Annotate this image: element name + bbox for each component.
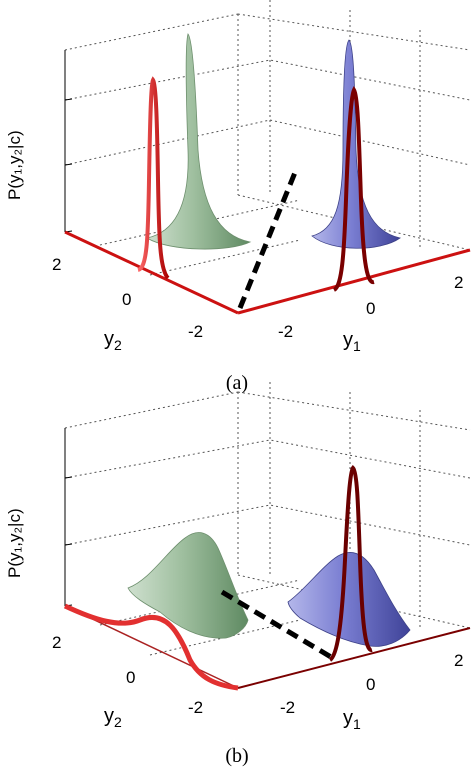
panel-a-z-label: P(y₁,y₂|c) — [5, 130, 24, 200]
panel-a-decision-boundary — [237, 169, 299, 309]
panel-b: 2 0 -2 -2 0 2 y2 y1 P(y₁,y₂|c) (b) — [5, 382, 471, 767]
panel-b-y2-tick-2: 0 — [126, 668, 135, 687]
panel-b-caption: (b) — [225, 745, 248, 767]
panel-a-y2-marginal-peak — [137, 76, 170, 280]
panel-b-class2-surface — [287, 552, 411, 647]
panel-a-y1-tick-1: -2 — [278, 322, 293, 341]
panel-b-y2-tick-1: 2 — [52, 633, 61, 652]
panel-a-y1-tick-3: 2 — [454, 273, 463, 292]
panel-a-class2-surface — [311, 39, 401, 249]
panel-b-y2-tick-3: -2 — [188, 698, 203, 717]
panel-b-y2-label: y2 — [104, 705, 122, 730]
panel-a-y2-tick-3: -2 — [188, 322, 203, 341]
panel-a-class1-surface — [145, 33, 252, 250]
panel-a-y1-marginal-floor — [237, 248, 471, 315]
panel-a-caption: (a) — [226, 372, 248, 394]
panel-a-y2-tick-1: 2 — [52, 255, 61, 274]
panel-b-y1-tick-2: 0 — [366, 675, 375, 694]
panel-a-y1-marginal-peak — [332, 86, 375, 292]
panel-b-y1-label: y1 — [343, 707, 361, 732]
panel-a-y2-label: y2 — [104, 328, 122, 353]
panel-b-y1-marginal-peak — [328, 464, 373, 662]
panel-b-y1-floor-axis — [237, 627, 471, 689]
panel-a: 2 0 -2 -2 0 2 y2 y1 P(y₁,y₂|c) (a) — [5, 0, 471, 394]
panel-b-y1-tick-3: 2 — [454, 651, 463, 670]
panel-a-y1-label: y1 — [343, 329, 361, 354]
panel-b-z-label: P(y₁,y₂|c) — [5, 508, 24, 578]
panel-b-y1-tick-1: -2 — [280, 698, 295, 717]
panel-a-y2-marginal-floor — [64, 230, 239, 315]
panel-a-y1-tick-2: 0 — [366, 299, 375, 318]
panel-a-y2-tick-2: 0 — [122, 290, 131, 309]
panel-b-grid — [64, 382, 471, 656]
panel-b-class1-surface — [127, 532, 249, 639]
panel-b-decision-boundary — [220, 589, 338, 663]
panel-b-y2-marginal — [63, 603, 239, 691]
